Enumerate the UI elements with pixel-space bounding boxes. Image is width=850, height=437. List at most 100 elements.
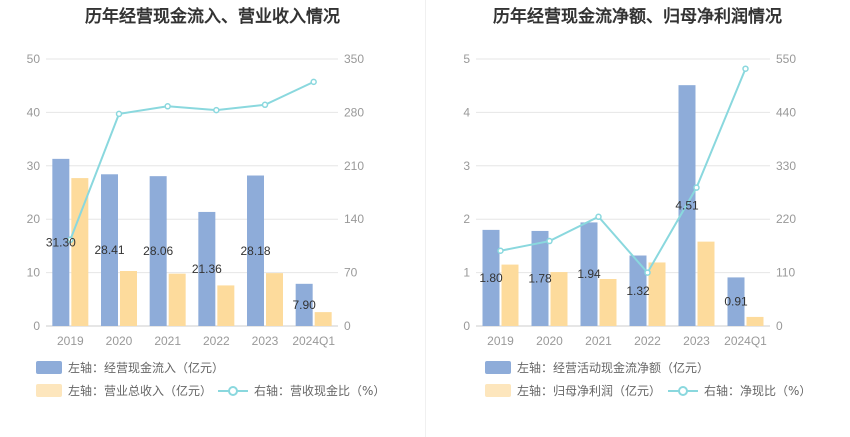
line-point: [644, 269, 651, 276]
bar-secondary: [746, 316, 764, 326]
legend-item-secondary-bar[interactable]: 左轴：归母净利润（亿元）: [485, 383, 661, 399]
bar-secondary: [71, 178, 89, 326]
bar-data-label: 31.30: [46, 235, 76, 249]
x-axis-tick-label: 2022: [203, 334, 230, 348]
left-axis-tick-label: 0: [33, 319, 40, 333]
legend-label: 左轴：归母净利润（亿元）: [517, 384, 662, 398]
bar-secondary: [648, 262, 666, 326]
chart-panel-left: 历年经营现金流入、营业收入情况 0 10 20 30 40 50 0 70 140 210 280 3…: [27, 7, 386, 399]
bar-data-label: 28.06: [143, 244, 173, 258]
chart-panel-right: 历年经营现金流净额、归母净利润情况 0 1 2 3 4 5 0 110 220 330 440 550…: [425, 0, 850, 437]
legend-item-primary-bar[interactable]: 左轴：经营活动现金流净额（亿元）: [485, 360, 709, 376]
panel-divider: [425, 0, 426, 437]
legend-swatch-icon: [485, 384, 511, 397]
legend-item-line[interactable]: 右轴：净现比（%）: [668, 383, 811, 399]
right-axis-tick-label: 330: [776, 159, 796, 173]
bar-secondary: [599, 279, 617, 326]
x-axis-tick-label: 2021: [585, 334, 612, 348]
right-axis-tick-label: 210: [344, 159, 364, 173]
legend-label: 左轴：经营现金流入（亿元）: [68, 361, 225, 375]
x-axis-tick-label: 2024Q1: [292, 334, 335, 348]
left-axis-tick-label: 20: [27, 212, 41, 226]
bar-secondary: [314, 312, 332, 326]
chart-title: 历年经营现金流净额、归母净利润情况: [493, 7, 782, 27]
legend-swatch-icon: [485, 361, 511, 374]
bar-primary: [101, 174, 118, 326]
line-point: [115, 110, 123, 118]
x-axis-tick-label: 2023: [683, 334, 710, 348]
bar-primary: [247, 175, 264, 326]
right-axis-tick-label: 220: [776, 212, 796, 226]
line-series: [500, 68, 747, 275]
bar-data-label: 1.80: [479, 271, 503, 285]
left-axis-tick-label: 50: [27, 52, 41, 66]
right-axis-tick-label: 550: [776, 52, 796, 66]
right-axis-tick-label: 440: [776, 105, 796, 119]
x-axis-tick-label: 2019: [487, 334, 514, 348]
left-axis-tick-label: 4: [463, 105, 470, 119]
chart-title: 历年经营现金流入、营业收入情况: [85, 7, 340, 27]
line-point: [67, 236, 74, 244]
bar-data-label: 1.78: [528, 271, 552, 285]
legend-label: 左轴：营业总收入（亿元）: [68, 384, 213, 398]
line-point: [213, 106, 220, 114]
line-point: [497, 247, 504, 255]
left-axis-tick-label: 10: [27, 266, 41, 280]
bar-data-label: 28.41: [94, 243, 124, 257]
bar-primary: [531, 230, 549, 326]
legend-label: 右轴：净现比（%）: [704, 384, 812, 398]
chart-plot-area: 0 1 2 3 4 5 0 110 220 330 440 550 2019 2020 2021 2022 20…: [463, 52, 796, 348]
left-axis-tick-label: 5: [463, 52, 470, 66]
bar-secondary: [697, 241, 715, 326]
bar-secondary: [217, 285, 235, 326]
legend-line-icon: [668, 386, 698, 396]
x-axis-tick-label: 2024Q1: [724, 334, 767, 348]
bar-data-label: 21.36: [192, 262, 222, 276]
x-axis-tick-label: 2020: [536, 334, 563, 348]
legend-item-secondary-bar[interactable]: 左轴：营业总收入（亿元）: [36, 383, 212, 399]
x-axis-tick-label: 2022: [634, 334, 661, 348]
legend-line-icon: [218, 386, 248, 396]
line-series: [69, 80, 315, 241]
bar-data-label: 0.91: [724, 295, 748, 309]
bar-primary: [149, 176, 167, 326]
bar-data-label: 28.18: [240, 244, 270, 258]
bar-primary: [727, 277, 745, 326]
right-axis-tick-label: 0: [344, 319, 351, 333]
bar-primary: [482, 229, 500, 326]
bar-primary: [52, 158, 70, 326]
line-point: [546, 237, 553, 245]
line-point: [742, 65, 749, 72]
left-axis-tick-label: 3: [463, 159, 470, 173]
left-axis-tick-label: 30: [27, 159, 41, 173]
line-point: [261, 101, 269, 109]
bar-secondary: [120, 270, 137, 326]
bar-primary: [198, 211, 216, 326]
legend-label: 左轴：经营活动现金流净额（亿元）: [517, 361, 710, 375]
right-axis-tick-label: 110: [776, 266, 795, 280]
line-point: [310, 78, 317, 86]
legend-item-primary-bar[interactable]: 左轴：经营现金流入（亿元）: [36, 360, 224, 376]
x-axis-tick-label: 2019: [57, 334, 84, 348]
bar-secondary: [266, 273, 283, 326]
right-axis-tick-label: 350: [344, 52, 364, 66]
legend-item-line[interactable]: 右轴：营收现金比（%）: [218, 383, 385, 399]
bar-secondary: [168, 273, 186, 326]
right-axis-tick-label: 280: [344, 105, 364, 119]
legend-label: 右轴：营收现金比（%）: [254, 384, 386, 398]
left-axis-tick-label: 0: [463, 319, 470, 333]
bar-primary: [295, 283, 313, 326]
bar-data-label: 4.51: [675, 199, 699, 213]
left-axis-tick-label: 2: [463, 212, 470, 226]
line-point: [693, 184, 700, 191]
bar-primary: [629, 255, 647, 326]
right-axis-tick-label: 0: [776, 319, 783, 333]
right-axis-tick-label: 70: [344, 266, 358, 280]
x-axis-tick-label: 2021: [154, 334, 181, 348]
legend-swatch-icon: [36, 361, 62, 374]
left-axis-tick-label: 1: [463, 266, 470, 280]
bar-primary: [580, 222, 598, 326]
right-axis-tick-label: 140: [344, 212, 364, 226]
left-axis-tick-label: 40: [27, 105, 41, 119]
bar-data-label: 1.32: [626, 284, 650, 298]
